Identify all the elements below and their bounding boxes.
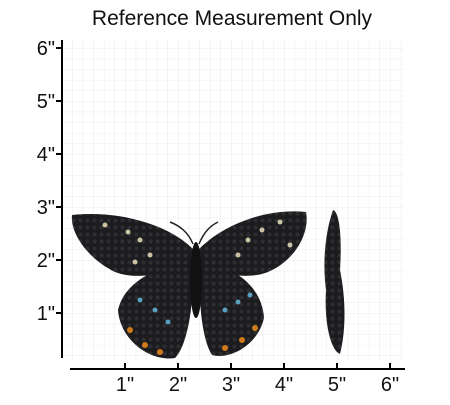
y-label: 2" [37,250,55,272]
orange-spots [127,325,258,355]
upper-left-wing [71,214,194,276]
y-label: 6" [37,38,55,60]
x-label: 4" [275,374,293,396]
x-label: 5" [328,374,346,396]
blue-spots [137,292,253,325]
body [190,242,202,318]
butterfly-side-view [324,210,345,354]
upper-right-wing [198,211,307,276]
x-label: 1" [116,374,134,396]
x-label: 2" [169,374,187,396]
y-label: 3" [37,197,55,219]
title: Reference Measurement Only [92,7,373,30]
y-label: 5" [37,91,55,113]
antennae [169,221,219,245]
lower-right-wing [199,262,264,356]
y-label: 1" [37,303,55,325]
butterfly [71,211,307,359]
side-wing [324,210,345,354]
y-label: 4" [37,144,55,166]
light-spots [102,219,293,265]
x-label: 3" [222,374,240,396]
x-label: 6" [381,374,399,396]
